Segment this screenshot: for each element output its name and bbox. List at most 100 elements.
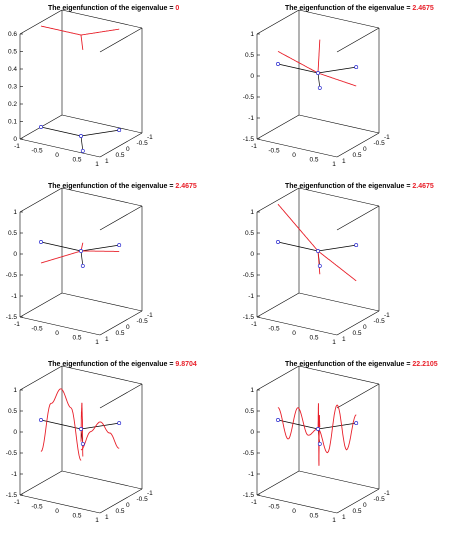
- graph-edge: [80, 129, 120, 137]
- graph-node: [117, 128, 122, 133]
- eigenfunction-curve: [80, 28, 120, 36]
- graph-node: [80, 263, 85, 268]
- y-tick-label: -0.5: [137, 496, 149, 503]
- eigenfunction-panel: The eigenfunction of the eigenvalue = 2.…: [237, 178, 474, 355]
- x-tick-label: -1: [14, 321, 20, 328]
- z-tick-label: -1: [11, 293, 17, 300]
- x-tick-label: -0.5: [268, 148, 280, 155]
- graph-node: [80, 441, 85, 446]
- y-tick-label: 1: [105, 158, 109, 165]
- x-tick-label: 1: [332, 517, 336, 524]
- eigenfunction-curve: [317, 404, 357, 454]
- y-tick-label: 1: [105, 514, 109, 521]
- y-tick-label: -1: [384, 134, 390, 141]
- y-tick-label: 0: [126, 502, 130, 509]
- eigenfunction-panel: The eigenfunction of the eigenvalue = 2.…: [237, 0, 474, 177]
- axis-box-edge: [256, 138, 338, 158]
- y-tick-label: -1: [147, 312, 153, 319]
- z-tick-label: -1: [248, 115, 254, 122]
- eigenvalue-label: 2.4675: [412, 5, 434, 12]
- graph-node: [354, 243, 359, 248]
- z-tick-label: -1.5: [6, 314, 18, 321]
- axis-box-edge: [298, 470, 380, 490]
- z-tick-label: 1: [250, 387, 254, 394]
- eigenfunction-plot: The eigenfunction of the eigenvalue = 2.…: [243, 5, 434, 168]
- axis-box-edge: [336, 132, 380, 158]
- y-tick-label: -0.5: [137, 318, 149, 325]
- graph-node: [316, 249, 320, 253]
- y-tick-label: 1: [105, 336, 109, 343]
- graph-edge: [317, 244, 357, 252]
- x-tick-label: -0.5: [31, 504, 43, 511]
- axis-box-edge: [19, 470, 63, 496]
- z-tick-label: 0.5: [245, 52, 254, 59]
- axis-box-edge: [256, 494, 338, 514]
- z-tick-label: -0.5: [6, 450, 18, 457]
- axis-box-edge: [256, 470, 300, 496]
- z-tick-label: -1: [11, 471, 17, 478]
- x-tick-label: 0: [55, 508, 59, 515]
- graph-edge: [277, 241, 319, 252]
- eigenvalue-label: 9.8704: [175, 361, 197, 368]
- axis-box-edge: [298, 187, 380, 207]
- graph-edge: [80, 250, 84, 266]
- eigenfunction-panel: The eigenfunction of the eigenvalue = 22…: [237, 356, 474, 533]
- x-tick-label: 0: [292, 330, 296, 337]
- y-tick-label: -0.5: [137, 140, 149, 147]
- axis-box-edge: [336, 205, 380, 231]
- y-tick-label: 0: [363, 324, 367, 331]
- y-tick-label: 1: [342, 158, 346, 165]
- graph-edge: [277, 63, 319, 74]
- graph-node: [354, 65, 359, 70]
- x-tick-label: 1: [95, 339, 99, 346]
- eigenfunction-curve: [317, 403, 321, 466]
- axis-box-edge: [256, 316, 338, 336]
- axis-box-edge: [336, 383, 380, 409]
- y-tick-label: 0: [363, 146, 367, 153]
- eigenfunction-curve: [277, 407, 318, 440]
- graph-node: [276, 62, 280, 66]
- x-tick-label: 0: [55, 152, 59, 159]
- x-tick-label: 0.5: [72, 513, 81, 520]
- axis-box-edge: [19, 138, 101, 158]
- eigenfunction-panel: The eigenfunction of the eigenvalue = 9.…: [0, 356, 237, 533]
- graph-node: [276, 418, 280, 422]
- x-tick-label: -0.5: [31, 326, 43, 333]
- graph-edge: [80, 135, 84, 151]
- y-tick-label: 0.5: [353, 152, 362, 159]
- axis-box-edge: [61, 365, 143, 385]
- y-tick-label: -0.5: [374, 318, 386, 325]
- panel-title: The eigenfunction of the eigenvalue = 22…: [285, 361, 438, 368]
- x-tick-label: 0.5: [309, 513, 318, 520]
- z-tick-label: 1: [13, 387, 17, 394]
- x-tick-label: -0.5: [268, 326, 280, 333]
- y-tick-label: -0.5: [374, 140, 386, 147]
- panel-title: The eigenfunction of the eigenvalue = 2.…: [285, 5, 434, 12]
- z-tick-label: 0: [13, 251, 17, 258]
- y-tick-label: 1: [342, 514, 346, 521]
- axis-box-edge: [256, 9, 300, 35]
- z-tick-label: 1: [13, 209, 17, 216]
- graph-edge: [80, 244, 120, 252]
- graph-edge: [317, 66, 357, 74]
- axis-box-edge: [61, 292, 143, 312]
- graph-edge: [80, 422, 120, 430]
- y-tick-label: 0: [126, 324, 130, 331]
- x-tick-label: -1: [251, 143, 257, 150]
- x-tick-label: 0: [292, 152, 296, 159]
- eigenfunction-plot: The eigenfunction of the eigenvalue = 00…: [8, 5, 179, 168]
- eigenfunction-curve: [317, 39, 321, 73]
- y-tick-label: 1: [342, 336, 346, 343]
- graph-node: [317, 85, 322, 90]
- x-tick-label: 1: [332, 339, 336, 346]
- eigenfunction-curve: [40, 250, 82, 264]
- y-tick-label: 0.5: [353, 330, 362, 337]
- x-tick-label: -1: [251, 321, 257, 328]
- z-tick-label: -1: [248, 471, 254, 478]
- graph-node: [317, 263, 322, 268]
- eigenfunction-curve: [40, 25, 82, 36]
- eigenvalue-label: 2.4675: [412, 183, 434, 190]
- graph-node: [354, 421, 359, 426]
- axis-box-edge: [99, 383, 143, 409]
- axis-box-edge: [336, 488, 380, 514]
